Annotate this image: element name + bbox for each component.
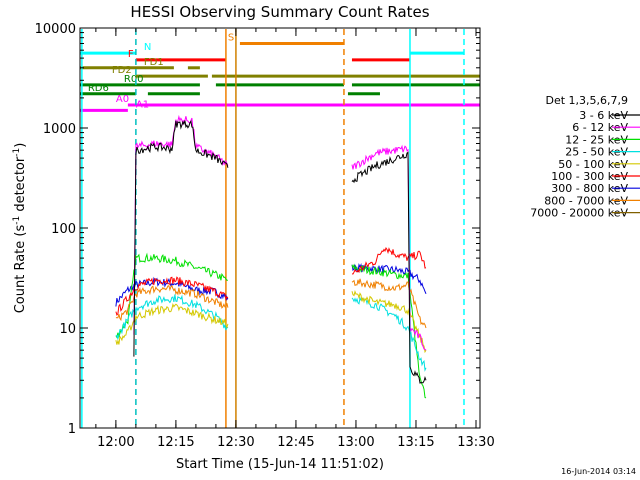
legend-entry-label: 100 - 300 keV	[551, 170, 628, 183]
x-tick-label: 13:00	[337, 435, 374, 450]
legend-entry-label: 3 - 6 keV	[579, 109, 628, 122]
footer-date: 16-Jun-2014 03:14	[561, 467, 636, 476]
x-tick-label: 12:00	[97, 435, 134, 450]
y-tick-label: 10	[59, 322, 76, 337]
flag-label: FD2	[112, 65, 132, 76]
y-tick-label: 100	[51, 222, 76, 237]
legend-title: Det 1,3,5,6,7,9	[545, 94, 628, 107]
legend-entry-label: 800 - 7000 keV	[544, 194, 628, 207]
series-line	[351, 144, 427, 351]
flag-label: R00	[124, 74, 144, 85]
x-tick-label: 13:30	[457, 435, 494, 450]
flag-label: F	[128, 49, 134, 60]
legend-entry-label: 7000 - 20000 keV	[530, 207, 628, 220]
x-axis-label: Start Time (15-Jun-14 11:51:02)	[176, 457, 384, 472]
y-tick-label: 10000	[35, 22, 76, 37]
series-lines	[115, 114, 427, 399]
legend-entry-label: 300 - 800 keV	[551, 182, 628, 195]
flag-label: N	[144, 42, 151, 53]
y-axis-label-part: Count Rate (s	[13, 225, 28, 314]
chart-title: HESSI Observing Summary Count Rates	[130, 3, 429, 21]
legend-entry-label: 12 - 25 keV	[565, 133, 628, 146]
series-line	[351, 278, 427, 329]
y-axis-label: Count Rate (s-1 detector-1)	[12, 143, 28, 314]
y-axis-label-sup: -1	[12, 216, 22, 225]
y-axis-label-part: )	[13, 143, 28, 148]
series-line	[351, 151, 427, 384]
flag-label: FD1	[144, 57, 164, 68]
y-tick-label: 1000	[43, 122, 76, 137]
series-line	[133, 119, 229, 357]
x-axis: 12:00 12:15 12:30 12:45 13:00 13:15 13:30	[95, 28, 495, 450]
x-tick-label: 12:30	[217, 435, 254, 450]
x-tick-label: 12:15	[157, 435, 194, 450]
y-axis: 1 10 100 1000 10000	[35, 22, 480, 437]
x-tick-label: 12:45	[277, 435, 314, 450]
flag-label: A1	[136, 99, 149, 110]
flag-label: A0	[116, 94, 129, 105]
y-tick-label: 1	[68, 422, 76, 437]
x-tick-label: 13:15	[397, 435, 434, 450]
series-line	[351, 263, 427, 399]
legend-entry-label: 50 - 100 keV	[558, 158, 628, 171]
y-axis-label-part: detector	[13, 156, 28, 216]
flag-label: RD6	[88, 83, 109, 94]
y-axis-label-sup: -1	[12, 148, 22, 157]
flag-label: S	[228, 32, 234, 43]
legend-entry-label: 25 - 50 keV	[565, 146, 628, 159]
legend-entry-label: 6 - 12 keV	[572, 121, 628, 134]
series-line	[351, 247, 427, 275]
series-line	[351, 289, 427, 354]
